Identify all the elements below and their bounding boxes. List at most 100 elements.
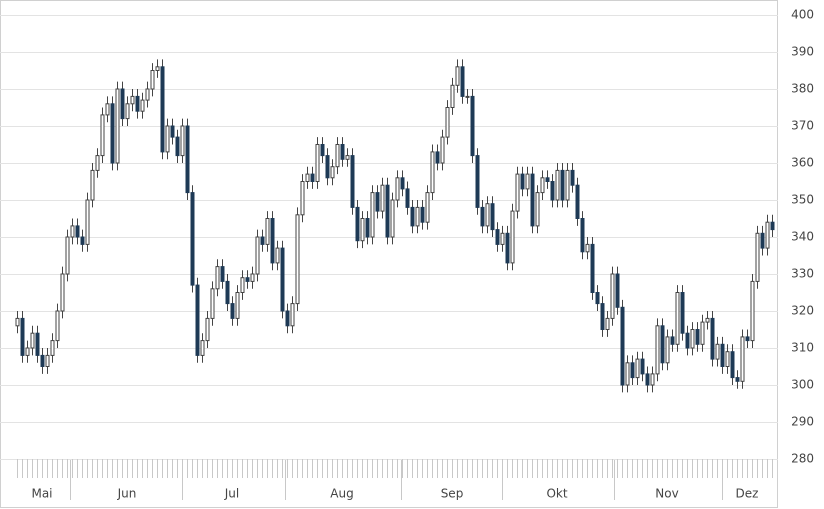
candle-body	[60, 273, 65, 312]
candle-body	[640, 358, 645, 375]
candle-body	[395, 177, 400, 201]
candle-body	[610, 273, 615, 319]
candle-body	[560, 169, 565, 201]
candle-body	[675, 292, 680, 345]
candle-body	[180, 125, 185, 157]
candle-body	[90, 169, 95, 201]
candle-body	[175, 136, 180, 157]
candle-body	[230, 303, 235, 319]
candle-body	[310, 173, 315, 183]
y-tick-label: 300	[791, 378, 814, 392]
x-tick-label: Mai	[31, 487, 52, 501]
candle-body	[620, 306, 625, 386]
candle-body	[195, 284, 200, 356]
candle-body	[250, 273, 255, 282]
x-tick-label: Sep	[441, 487, 464, 501]
candle-body	[260, 236, 265, 245]
candle-body	[555, 169, 560, 201]
candle-body	[265, 218, 270, 245]
candle-body	[205, 317, 210, 342]
candle-body	[390, 199, 395, 238]
candle-body	[245, 277, 250, 282]
candle-body	[340, 144, 345, 160]
candle-body	[435, 151, 440, 164]
candle-body	[320, 144, 325, 157]
candle-body	[65, 236, 70, 275]
candle-body	[350, 155, 355, 208]
candle-body	[605, 317, 610, 330]
candle-body	[585, 243, 590, 253]
candle-body	[360, 218, 365, 242]
candle-body	[650, 373, 655, 386]
candle-body	[130, 95, 135, 105]
candle-body	[135, 95, 140, 112]
candle-body	[745, 336, 750, 342]
candle-body	[630, 362, 635, 379]
candle-body	[755, 232, 760, 282]
candle-body	[720, 343, 725, 367]
candle-body	[80, 236, 85, 245]
candle-body	[690, 329, 695, 349]
x-tick-label: Aug	[330, 487, 353, 501]
candle-body	[325, 155, 330, 179]
candle-body	[725, 351, 730, 368]
candle-body	[580, 218, 585, 253]
candle-body	[590, 243, 595, 293]
candle-body	[545, 177, 550, 183]
candle-body	[145, 88, 150, 101]
candle-body	[345, 155, 350, 160]
candle-body	[425, 192, 430, 223]
candle-body	[635, 358, 640, 379]
candle-body	[120, 88, 125, 120]
candle-body	[380, 184, 385, 212]
candle-body	[55, 310, 60, 342]
candle-body	[770, 221, 775, 231]
candle-body	[280, 247, 285, 312]
candle-body	[750, 280, 755, 342]
candle-body	[370, 192, 375, 238]
candle-body	[285, 310, 290, 327]
candle-body	[155, 66, 160, 72]
candle-body	[95, 155, 100, 171]
candle-body	[30, 332, 35, 349]
candle-body	[615, 273, 620, 308]
candle-body	[520, 173, 525, 190]
candle-body	[170, 125, 175, 138]
x-tick-label: Dez	[736, 487, 759, 501]
candle-body	[445, 107, 450, 138]
candle-body	[405, 188, 410, 208]
candle-body	[35, 332, 40, 356]
candle-body	[500, 232, 505, 245]
month-separators	[70, 459, 723, 500]
candle-body	[220, 266, 225, 282]
candle-body	[480, 206, 485, 227]
candle-body	[535, 192, 540, 227]
x-tick-label: Jul	[224, 487, 239, 501]
candle-body	[200, 340, 205, 356]
candle-body	[235, 292, 240, 319]
candle-body	[415, 206, 420, 227]
candle-body	[485, 203, 490, 227]
y-tick-label: 370	[791, 119, 814, 133]
y-tick-label: 290	[791, 415, 814, 429]
candle-body	[105, 103, 110, 116]
candle-body	[290, 303, 295, 327]
candle-body	[15, 317, 20, 327]
candle-body	[100, 114, 105, 157]
candle-body	[455, 66, 460, 86]
candle-body	[125, 103, 130, 120]
candle-body	[430, 151, 435, 194]
candle-body	[525, 173, 530, 190]
candle-body	[730, 351, 735, 379]
candle-body	[710, 317, 715, 360]
candle-body	[565, 169, 570, 201]
candle-body	[705, 317, 710, 323]
y-tick-label: 320	[791, 304, 814, 318]
candle-body	[655, 325, 660, 375]
candle-body	[40, 354, 45, 367]
candle-body	[150, 70, 155, 90]
candle-body	[660, 325, 665, 364]
candle-body	[450, 84, 455, 109]
candle-body	[695, 329, 700, 345]
candle-body	[50, 340, 55, 356]
